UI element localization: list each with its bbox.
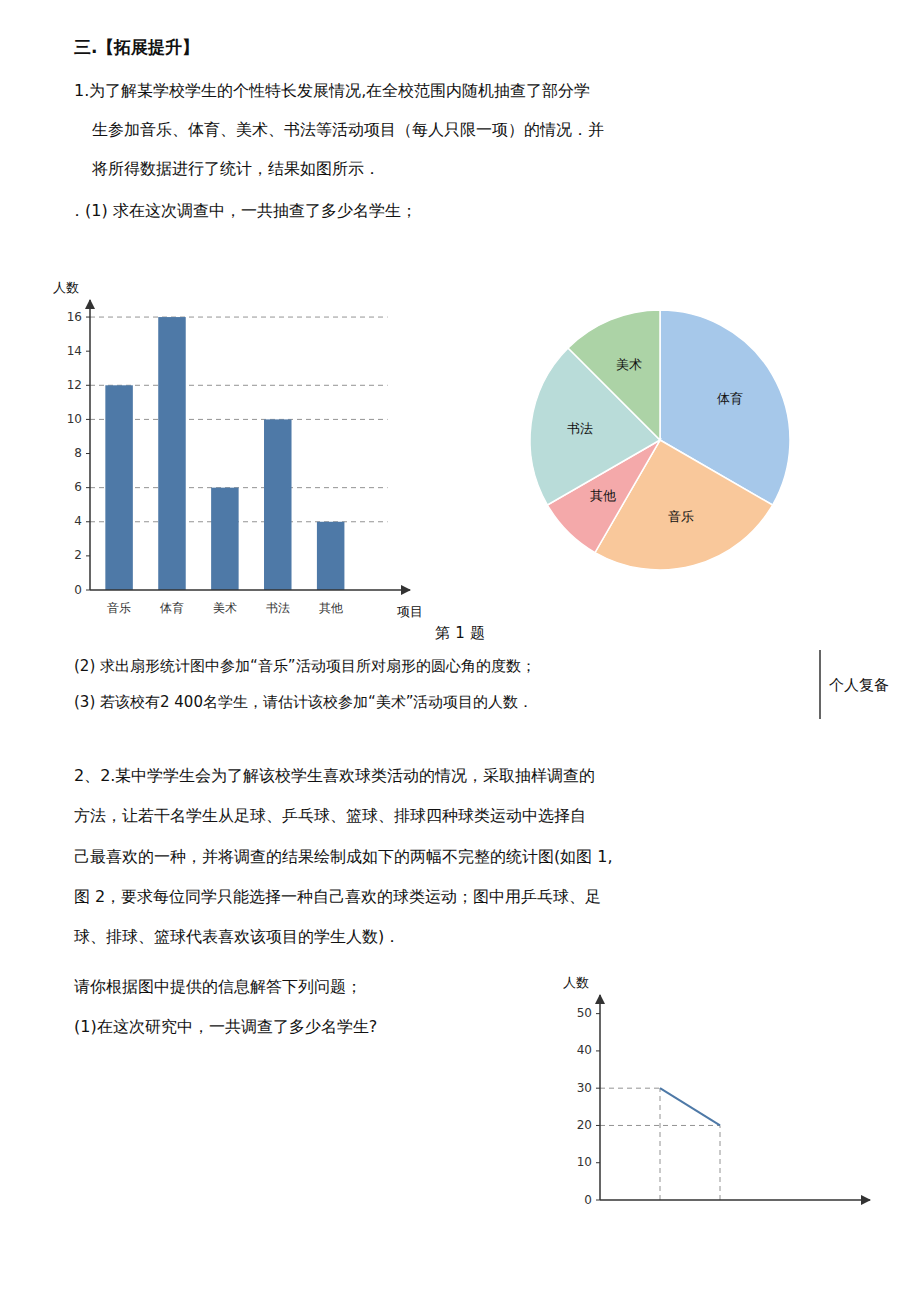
y-tick-label: 10 (67, 412, 82, 426)
bar (105, 385, 133, 590)
pie-slice (568, 310, 660, 440)
bar (264, 419, 292, 590)
annotation: 三.【拓展提升】 (74, 37, 199, 57)
reference-line (600, 1088, 660, 1089)
y-tick-label: 8 (74, 446, 82, 460)
sidebar-rule (819, 650, 821, 719)
reference-line (720, 1125, 721, 1200)
y-axis (89, 300, 91, 590)
annotation: ．(1) 求在这次调查中，一共抽查了多少名学生； (69, 201, 417, 220)
slice-label: 美术 (616, 357, 642, 372)
reference-line (90, 385, 388, 386)
bar (158, 317, 186, 590)
y-tick-label: 16 (67, 310, 82, 324)
annotation: 方法，让若干名学生从足球、乒乓球、篮球、排球四种球类运动中选择自 (74, 806, 586, 825)
y-tick-label: 50 (577, 1006, 592, 1020)
y-axis-label: 人数 (53, 280, 79, 295)
x-tick-label: 其他 (319, 601, 343, 615)
x-tick-label: 音乐 (107, 601, 131, 615)
slice-label: 其他 (590, 488, 616, 503)
x-axis-label: 项目 (397, 604, 423, 619)
y-tick-label: 10 (577, 1155, 592, 1169)
annotation: 图 2，要求每位同学只能选择一种自己喜欢的球类运动；图中用乒乓球、足 (74, 887, 601, 906)
annotation: 第 1 题 (435, 624, 484, 642)
bar (211, 488, 239, 590)
plot-area (600, 1088, 720, 1200)
y-tick-label: 30 (577, 1081, 592, 1095)
y-tick-label: 40 (577, 1043, 592, 1057)
reference-line (90, 317, 388, 318)
x-tick-label: 美术 (213, 601, 237, 615)
y-axis (599, 995, 601, 1200)
annotation: 将所得数据进行了统计，结果如图所示． (91, 159, 380, 178)
page: 0246810121416音乐体育美术书法其他人数项目三.【拓展提升】1.为了解… (0, 0, 919, 1300)
annotation: 2、2.某中学学生会为了解该校学生喜欢球类活动的情况，采取抽样调查的 (74, 766, 595, 785)
annotation: 请你根据图中提供的信息解答下列问题； (74, 977, 362, 996)
annotation: 生参加音乐、体育、美术、书法等活动项目（每人只限一项）的情况．并 (92, 120, 604, 139)
y-tick-label: 12 (67, 378, 82, 392)
slice-label: 书法 (567, 421, 593, 436)
y-tick-label: 0 (74, 583, 82, 597)
x-axis (90, 589, 410, 591)
line (660, 1088, 720, 1125)
annotation: 球、排球、篮球代表喜欢该项目的学生人数)． (74, 927, 400, 946)
y-tick-label: 14 (67, 344, 82, 358)
y-tick-label: 2 (74, 548, 82, 562)
x-axis (600, 1199, 870, 1201)
slice-label: 音乐 (668, 509, 694, 524)
reference-line (90, 419, 388, 420)
annotation: (1)在这次研究中，一共调查了多少名学生? (74, 1017, 377, 1036)
reference-line (90, 487, 388, 488)
reference-line (600, 1125, 720, 1126)
annotation: 1.为了解某学校学生的个性特长发展情况,在全校范围内随机抽查了部分学 (74, 81, 590, 100)
y-tick-label: 0 (584, 1193, 592, 1207)
plot-area (90, 317, 388, 590)
y-tick-label: 20 (577, 1118, 592, 1132)
slice-label: 体育 (717, 391, 743, 406)
reference-line (660, 1088, 661, 1200)
x-tick-label: 书法 (266, 601, 290, 615)
annotation: (2) 求出扇形统计图中参加“音乐”活动项目所对扇形的圆心角的度数； (74, 657, 536, 675)
pie (530, 310, 790, 570)
x-tick-label: 体育 (160, 601, 184, 615)
annotation: 己最喜欢的一种，并将调查的结果绘制成如下的两幅不完整的统计图(如图 1, (74, 847, 613, 866)
y-tick-label: 4 (74, 514, 82, 528)
y-axis-label: 人数 (563, 975, 589, 990)
annotation: 个人复备 (829, 676, 889, 694)
bar (317, 522, 345, 590)
annotation: (3) 若该校有2 400名学生，请估计该校参加“美术”活动项目的人数． (74, 693, 534, 711)
background (0, 0, 919, 1300)
y-tick-label: 6 (74, 480, 82, 494)
